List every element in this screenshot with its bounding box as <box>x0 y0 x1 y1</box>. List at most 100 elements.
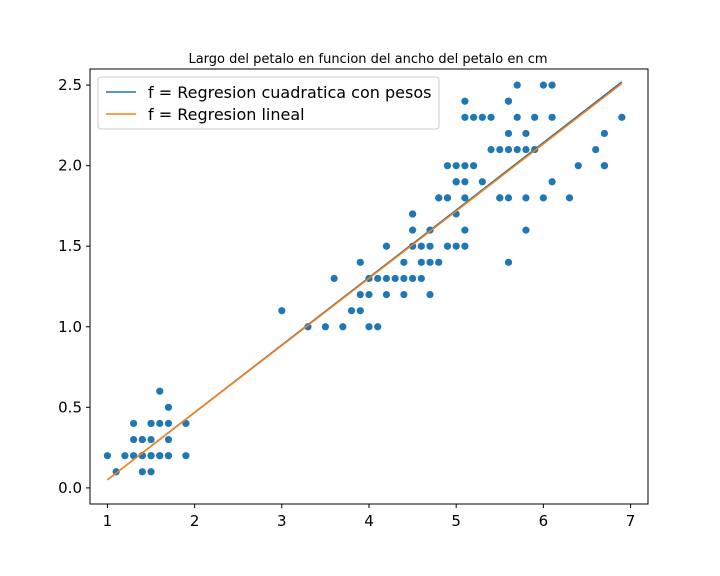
data-point <box>365 323 373 331</box>
data-point <box>417 242 425 250</box>
data-point <box>478 178 486 186</box>
data-point <box>618 113 626 121</box>
data-point <box>356 290 364 299</box>
data-point <box>461 162 469 170</box>
data-point <box>522 129 530 138</box>
data-point <box>461 242 469 250</box>
data-point <box>129 419 138 428</box>
data-point <box>513 81 521 89</box>
data-point <box>417 258 425 266</box>
data-point <box>156 419 164 428</box>
data-point <box>504 194 513 202</box>
data-point <box>487 113 495 121</box>
data-point <box>548 178 556 186</box>
data-point <box>382 242 391 250</box>
data-point <box>461 194 469 202</box>
data-point <box>452 242 460 250</box>
data-point <box>504 129 513 138</box>
data-point <box>574 162 582 170</box>
plot-area <box>103 81 626 481</box>
data-point <box>330 274 338 283</box>
data-point <box>374 274 382 283</box>
data-point <box>565 194 574 202</box>
data-point <box>304 323 312 331</box>
data-point <box>496 194 504 202</box>
data-point <box>400 258 408 266</box>
data-point <box>461 226 469 234</box>
data-point <box>164 403 173 411</box>
x-tick-label: 3 <box>277 512 287 530</box>
data-point <box>164 435 173 444</box>
data-point <box>408 274 417 283</box>
data-point <box>382 274 391 283</box>
x-tick-label: 4 <box>364 512 374 530</box>
x-tick-label: 5 <box>451 512 461 530</box>
y-tick-label: 1.0 <box>58 318 82 336</box>
legend-entry: f = Regresion cuadratica con pesos <box>148 83 431 102</box>
y-tick-label: 2.5 <box>58 76 82 94</box>
data-point <box>452 178 460 186</box>
data-point <box>531 113 539 121</box>
legend-entry: f = Regresion lineal <box>148 105 305 124</box>
data-point <box>478 113 486 121</box>
data-point <box>539 81 547 89</box>
plot-frame <box>89 68 649 505</box>
data-point <box>600 162 609 170</box>
data-point <box>461 97 469 105</box>
data-point <box>426 290 434 299</box>
data-point <box>321 323 330 331</box>
data-point <box>164 452 173 460</box>
data-point <box>426 242 434 250</box>
data-point <box>461 113 469 121</box>
data-point <box>470 113 478 121</box>
data-point <box>487 145 495 154</box>
x-tick-label: 6 <box>539 512 549 530</box>
data-point <box>103 452 112 460</box>
y-tick-label: 0.5 <box>58 398 82 416</box>
data-point <box>121 452 129 460</box>
data-point <box>400 290 408 299</box>
data-point <box>504 97 513 105</box>
data-point <box>182 452 190 460</box>
axes: 1 2 3 4 5 6 7 0.0 0.5 1.0 1.5 2.0 2.5 <box>58 76 635 530</box>
data-point <box>147 452 155 460</box>
series-line-linear <box>106 82 623 481</box>
data-point <box>382 290 391 299</box>
data-point <box>156 452 164 460</box>
data-point <box>339 323 347 331</box>
data-point <box>408 226 417 234</box>
data-point <box>400 274 408 283</box>
data-point <box>504 145 513 154</box>
data-point <box>600 129 609 138</box>
data-point <box>522 145 530 154</box>
data-point <box>435 194 443 202</box>
data-point <box>522 226 530 234</box>
data-point <box>548 81 556 89</box>
data-point <box>391 274 399 283</box>
x-tick-label: 2 <box>190 512 200 530</box>
x-tick-label: 1 <box>103 512 113 530</box>
data-point <box>156 387 164 395</box>
y-tick-label: 2.0 <box>58 157 82 175</box>
data-point <box>513 113 521 121</box>
data-point <box>513 145 521 154</box>
data-point <box>129 435 138 444</box>
data-point <box>435 258 443 266</box>
data-point <box>496 145 504 154</box>
data-point <box>539 194 547 202</box>
data-point <box>356 258 364 266</box>
data-point <box>147 435 155 444</box>
data-point <box>374 323 382 331</box>
data-point <box>522 194 530 202</box>
data-point <box>408 210 417 218</box>
data-point <box>470 162 478 170</box>
y-tick-label: 1.5 <box>58 237 82 255</box>
data-point <box>347 307 356 315</box>
data-point <box>356 307 364 315</box>
data-point <box>452 162 460 170</box>
data-point <box>443 242 452 250</box>
data-point <box>164 419 173 428</box>
data-point <box>147 419 155 428</box>
legend-box <box>97 76 440 130</box>
